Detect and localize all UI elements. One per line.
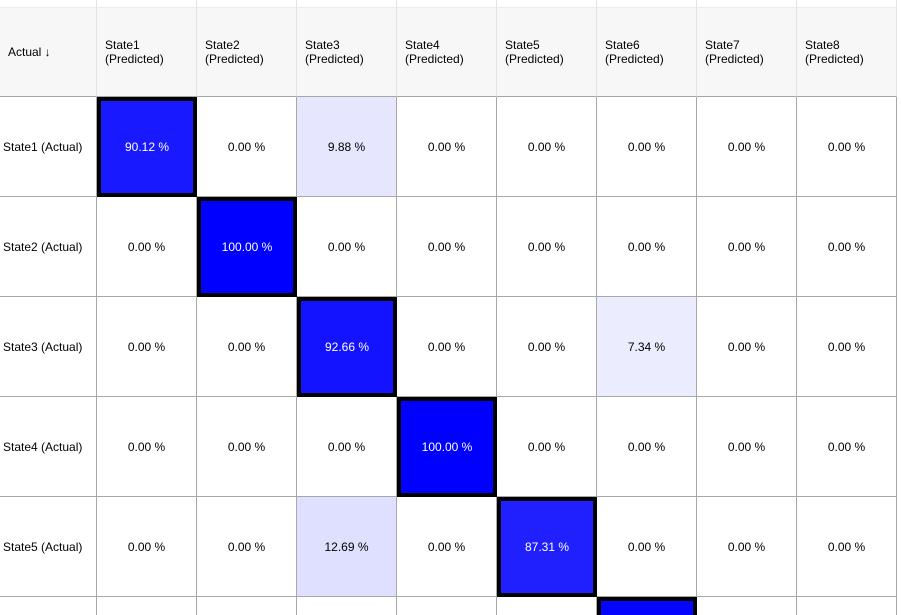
matrix-cell: 0.00 % — [597, 97, 697, 197]
matrix-cell: 0.00 % — [197, 397, 297, 497]
matrix-cell — [697, 597, 797, 615]
diagonal-cell — [597, 597, 697, 615]
row-label: State1 (Actual) — [0, 97, 97, 197]
matrix-cell: 0.00 % — [697, 397, 797, 497]
matrix-cell: 0.00 % — [97, 397, 197, 497]
matrix-cell: 0.00 % — [597, 397, 697, 497]
table-top-strip — [797, 0, 897, 8]
table-top-strip — [497, 0, 597, 8]
table-top-strip — [197, 0, 297, 8]
row-label: State2 (Actual) — [0, 197, 97, 297]
table-top-strip — [97, 0, 197, 8]
matrix-cell: 0.00 % — [697, 197, 797, 297]
matrix-cell: 0.00 % — [797, 397, 897, 497]
matrix-cell: 0.00 % — [397, 297, 497, 397]
col-header-state-label: State3 — [305, 38, 340, 52]
matrix-cell: 0.00 % — [97, 297, 197, 397]
matrix-cell: 0.00 % — [497, 397, 597, 497]
row-label: State5 (Actual) — [0, 497, 97, 597]
col-header-state6: State6 (Predicted) — [597, 8, 697, 97]
matrix-cell: 0.00 % — [297, 197, 397, 297]
matrix-cell: 0.00 % — [497, 297, 597, 397]
matrix-cell — [397, 597, 497, 615]
matrix-cell: 0.00 % — [797, 197, 897, 297]
col-header-predicted-label: (Predicted) — [305, 52, 364, 66]
col-header-state2: State2 (Predicted) — [197, 8, 297, 97]
matrix-cell: 0.00 % — [497, 197, 597, 297]
matrix-cell: 7.34 % — [597, 297, 697, 397]
diagonal-cell: 90.12 % — [97, 97, 197, 197]
col-header-state4: State4 (Predicted) — [397, 8, 497, 97]
matrix-cell: 9.88 % — [297, 97, 397, 197]
matrix-cell: 0.00 % — [297, 397, 397, 497]
diagonal-cell: 100.00 % — [397, 397, 497, 497]
col-header-state-label: State4 — [405, 38, 440, 52]
matrix-cell: 0.00 % — [797, 297, 897, 397]
col-header-predicted-label: (Predicted) — [505, 52, 564, 66]
matrix-cell: 0.00 % — [97, 497, 197, 597]
matrix-cell: 0.00 % — [397, 97, 497, 197]
table-top-strip — [297, 0, 397, 8]
col-header-state1: State1 (Predicted) — [97, 8, 197, 97]
col-header-state-label: State6 — [605, 38, 640, 52]
matrix-cell: 12.69 % — [297, 497, 397, 597]
matrix-cell: 0.00 % — [497, 97, 597, 197]
table-top-strip — [697, 0, 797, 8]
matrix-cell: 0.00 % — [197, 497, 297, 597]
matrix-cell: 0.00 % — [697, 497, 797, 597]
col-header-state3: State3 (Predicted) — [297, 8, 397, 97]
col-header-state5: State5 (Predicted) — [497, 8, 597, 97]
matrix-cell: 0.00 % — [397, 497, 497, 597]
matrix-cell: 0.00 % — [397, 197, 497, 297]
diagonal-cell: 100.00 % — [197, 197, 297, 297]
table-top-strip — [0, 0, 97, 8]
diagonal-cell: 87.31 % — [497, 497, 597, 597]
row-label: State3 (Actual) — [0, 297, 97, 397]
matrix-cell: 0.00 % — [97, 197, 197, 297]
table-top-strip — [397, 0, 497, 8]
col-header-state7: State7 (Predicted) — [697, 8, 797, 97]
matrix-cell: 0.00 % — [597, 197, 697, 297]
matrix-cell: 0.00 % — [197, 297, 297, 397]
matrix-cell — [497, 597, 597, 615]
matrix-cell — [197, 597, 297, 615]
matrix-cell: 0.00 % — [597, 497, 697, 597]
matrix-cell: 0.00 % — [197, 97, 297, 197]
col-header-state-label: State1 — [105, 38, 140, 52]
diagonal-cell: 92.66 % — [297, 297, 397, 397]
row-label — [0, 597, 97, 615]
matrix-cell: 0.00 % — [697, 97, 797, 197]
matrix-cell — [297, 597, 397, 615]
corner-header-actual: Actual ↓ — [0, 8, 97, 97]
col-header-state-label: State5 — [505, 38, 540, 52]
col-header-state8: State8 (Predicted) — [797, 8, 897, 97]
col-header-predicted-label: (Predicted) — [805, 52, 864, 66]
col-header-state-label: State8 — [805, 38, 840, 52]
col-header-predicted-label: (Predicted) — [105, 52, 164, 66]
row-label: State4 (Actual) — [0, 397, 97, 497]
col-header-predicted-label: (Predicted) — [205, 52, 264, 66]
matrix-cell — [797, 597, 897, 615]
matrix-cell: 0.00 % — [797, 97, 897, 197]
col-header-predicted-label: (Predicted) — [605, 52, 664, 66]
col-header-predicted-label: (Predicted) — [705, 52, 764, 66]
matrix-cell: 0.00 % — [697, 297, 797, 397]
matrix-cell — [97, 597, 197, 615]
col-header-state-label: State7 — [705, 38, 740, 52]
col-header-predicted-label: (Predicted) — [405, 52, 464, 66]
col-header-state-label: State2 — [205, 38, 240, 52]
table-top-strip — [597, 0, 697, 8]
matrix-cell: 0.00 % — [797, 497, 897, 597]
